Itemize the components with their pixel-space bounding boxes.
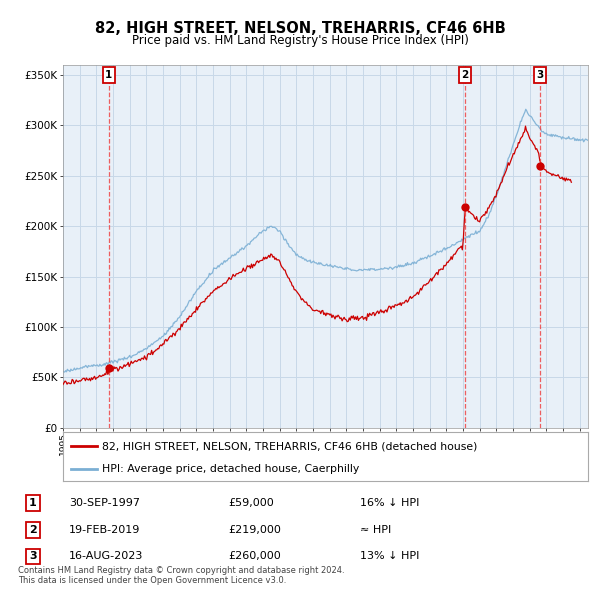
Text: ≈ HPI: ≈ HPI [360, 525, 391, 535]
Text: 3: 3 [536, 70, 544, 80]
Text: 16-AUG-2023: 16-AUG-2023 [69, 552, 143, 561]
Text: Price paid vs. HM Land Registry's House Price Index (HPI): Price paid vs. HM Land Registry's House … [131, 34, 469, 47]
Text: 2: 2 [461, 70, 469, 80]
Text: 2: 2 [29, 525, 37, 535]
Text: HPI: Average price, detached house, Caerphilly: HPI: Average price, detached house, Caer… [103, 464, 359, 474]
Text: £260,000: £260,000 [228, 552, 281, 561]
Text: Contains HM Land Registry data © Crown copyright and database right 2024.
This d: Contains HM Land Registry data © Crown c… [18, 566, 344, 585]
Text: 16% ↓ HPI: 16% ↓ HPI [360, 499, 419, 508]
Text: 82, HIGH STREET, NELSON, TREHARRIS, CF46 6HB (detached house): 82, HIGH STREET, NELSON, TREHARRIS, CF46… [103, 441, 478, 451]
Text: 30-SEP-1997: 30-SEP-1997 [69, 499, 140, 508]
Text: 19-FEB-2019: 19-FEB-2019 [69, 525, 140, 535]
Text: 1: 1 [105, 70, 112, 80]
Text: £219,000: £219,000 [228, 525, 281, 535]
Text: 3: 3 [29, 552, 37, 561]
Text: 13% ↓ HPI: 13% ↓ HPI [360, 552, 419, 561]
Text: 82, HIGH STREET, NELSON, TREHARRIS, CF46 6HB: 82, HIGH STREET, NELSON, TREHARRIS, CF46… [95, 21, 505, 35]
Text: 1: 1 [29, 499, 37, 508]
Text: £59,000: £59,000 [228, 499, 274, 508]
